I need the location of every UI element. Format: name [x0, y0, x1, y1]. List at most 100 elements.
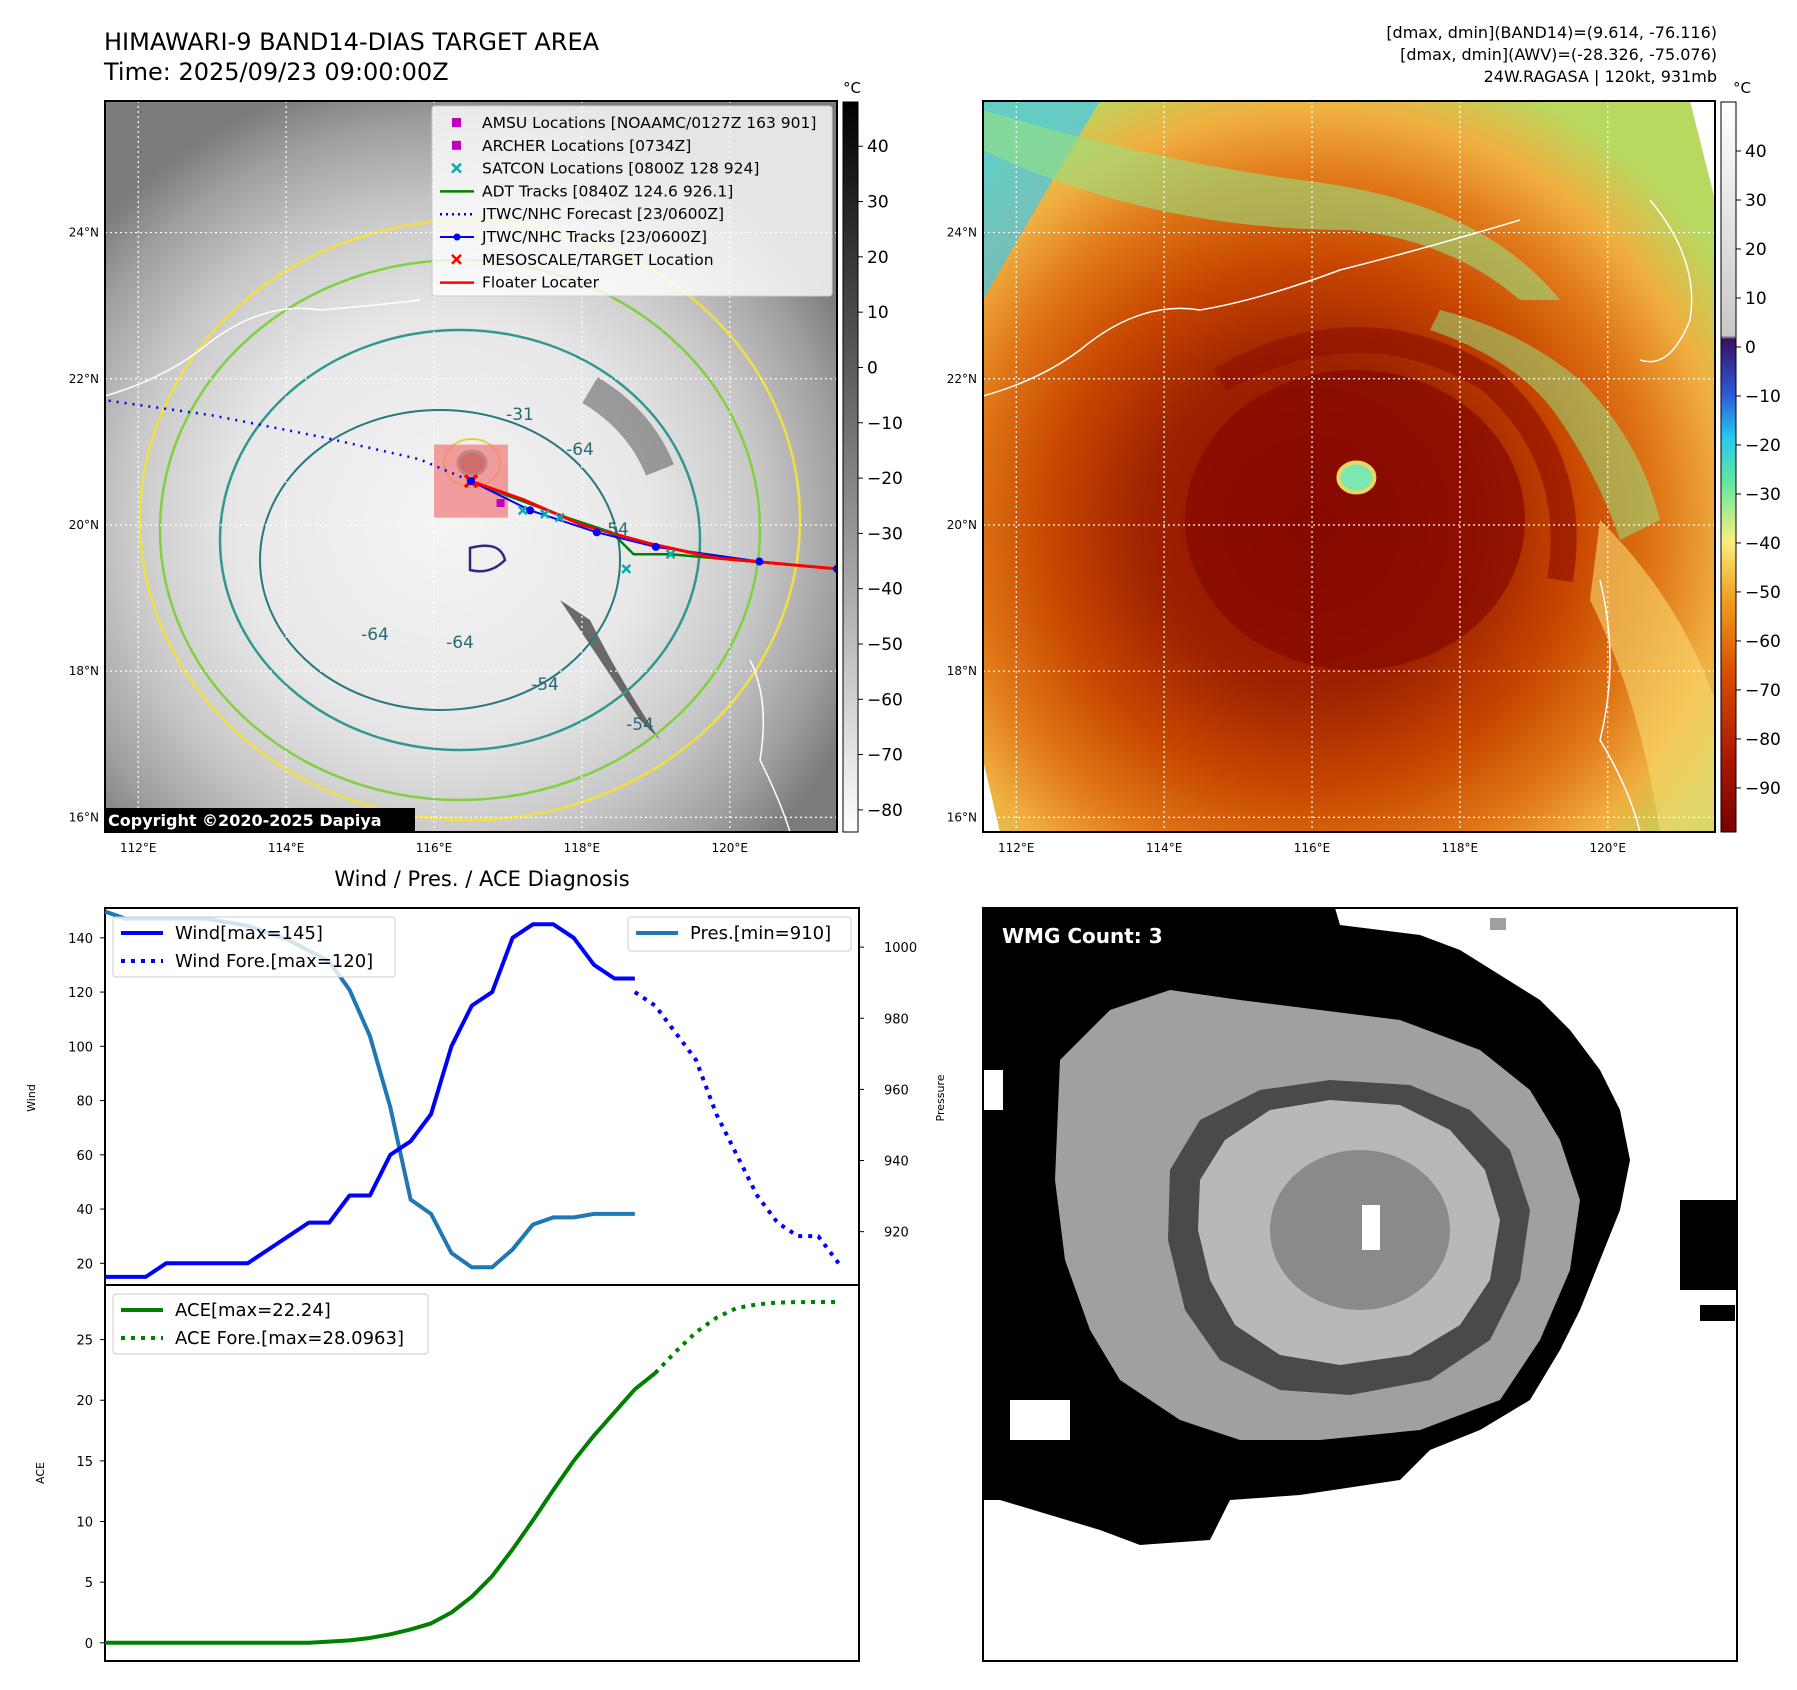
legend-marker-x — [451, 162, 462, 174]
right-lon-ticks: 112°E 114°E 116°E 118°E 120°E — [998, 841, 1626, 855]
right-gridlines — [983, 101, 1715, 832]
wmg-panel: WMG Count: 3 — [982, 907, 1738, 1662]
ace-y-ticks: 25 20 15 10 5 0 — [76, 1334, 105, 1652]
colorbar-tick-label: −40 — [1745, 534, 1781, 554]
lon-tick-label: 118°E — [1442, 841, 1479, 855]
legend-box — [431, 105, 833, 297]
colorbar-tick-label: −10 — [1745, 387, 1781, 407]
info-awv: [dmax, dmin](AWV)=(-28.326, -75.076) — [1400, 45, 1717, 64]
wmg-gray-speck — [1490, 918, 1506, 930]
blank-edge-left — [983, 760, 1000, 832]
colorbar-tick-label: −20 — [1745, 436, 1781, 456]
y-tick-label: 1000 — [884, 941, 917, 956]
right-map-frame — [982, 100, 1716, 833]
series-line — [105, 1371, 657, 1645]
lat-tick-label: 16°N — [947, 810, 977, 824]
contour-label: -64 — [446, 633, 474, 653]
colorbar-tick-label: −80 — [1745, 730, 1781, 750]
wind-y-ticks: 140 120 100 80 60 40 20 — [68, 932, 105, 1272]
archer-location — [496, 499, 505, 508]
y-tick-label: 960 — [884, 1083, 909, 1098]
colorbar-tick-label: −30 — [867, 524, 903, 544]
ace-panel: 25 20 15 10 5 0 ACE ACE[max=22.24] ACE Fore.[… — [34, 1284, 860, 1662]
lon-tick-label: 114°E — [1146, 841, 1183, 855]
contour-navy — [468, 544, 507, 573]
left-colorbar-unit: °C — [843, 79, 861, 97]
pressure-legend-box — [627, 916, 852, 952]
colorbar-tick-label: 0 — [867, 358, 878, 378]
lat-tick-label: 24°N — [947, 226, 977, 240]
legend-marker-square — [452, 140, 461, 150]
lon-tick-label: 120°E — [1590, 841, 1627, 855]
satcon-point — [665, 549, 676, 560]
legend-marker-square — [452, 118, 461, 127]
wind-pressure-panel: 140 120 100 80 60 40 20 1000 980 960 940 920 Wind … — [25, 907, 947, 1286]
colorbar-tick-label: −30 — [1745, 485, 1781, 505]
legend-label: SATCON Locations [0800Z 128 924] — [482, 160, 759, 178]
dry-slot-band — [560, 600, 660, 740]
pressure-legend: Pres.[min=910] — [627, 916, 852, 952]
lon-tick-label: 112°E — [120, 841, 157, 855]
colorbar-tick-label: 30 — [867, 193, 889, 213]
wmg-right-blob — [1680, 1200, 1737, 1290]
jtwc-track-point — [651, 542, 660, 551]
contour-label: -54 — [531, 675, 559, 695]
left-colorbar — [842, 101, 859, 833]
taiwan-coast — [1639, 199, 1693, 363]
legend-marker-x — [451, 253, 462, 265]
figure-title: HIMAWARI-9 BAND14-DIAS TARGET AREA — [104, 28, 600, 56]
colorbar-tick-label: 0 — [1745, 338, 1756, 358]
outer-warm-east — [1590, 520, 1715, 832]
y-tick-label: 140 — [68, 932, 93, 947]
ace-fore-legend-label: ACE Fore.[max=28.0963] — [175, 1328, 404, 1349]
contour-label: -54 — [626, 715, 654, 735]
outer-band — [582, 377, 674, 476]
satcon-point — [540, 509, 550, 519]
contour-label: -64 — [566, 440, 594, 460]
colorbar-tick-label: −80 — [867, 801, 903, 821]
colorbar-tick-label: −90 — [1745, 779, 1781, 799]
colorbar-tick-label: −60 — [1745, 632, 1781, 652]
contour-teal — [218, 328, 702, 752]
y-tick-label: 15 — [76, 1455, 93, 1470]
legend-marker-dot — [453, 233, 461, 241]
y-tick-label: 940 — [884, 1155, 909, 1170]
lon-tick-label: 118°E — [564, 841, 601, 855]
ace-legend-box — [112, 1293, 429, 1355]
lat-tick-label: 22°N — [947, 372, 977, 386]
colorbar-tick-label: 10 — [1745, 289, 1767, 309]
ace-legend: ACE[max=22.24] ACE Fore.[max=28.0963] — [112, 1293, 429, 1355]
jtwc-track-point — [755, 557, 764, 566]
right-colorbar — [1720, 101, 1737, 833]
y-tick-label: 120 — [68, 986, 93, 1001]
right-colorbar-ticks: 40 30 20 10 0 −10 −20 −30 −40 −50 −60 −70 −80 −90 — [1736, 142, 1781, 799]
right-colorbar-unit: °C — [1733, 79, 1751, 97]
colorbar-tick-label: −20 — [867, 469, 903, 489]
lon-tick-label: 112°E — [998, 841, 1035, 855]
lon-tick-label: 116°E — [416, 841, 453, 855]
satcon-point — [621, 563, 632, 574]
coastline-right — [983, 219, 1521, 397]
y-tick-label: 20 — [76, 1394, 93, 1409]
coastline-east — [749, 659, 791, 832]
blank-edge-right — [1690, 101, 1715, 200]
contour-label: -54 — [601, 520, 629, 540]
y-tick-label: 80 — [76, 1095, 93, 1110]
copyright-background — [105, 808, 415, 832]
lon-tick-label: 120°E — [712, 841, 749, 855]
ace-series — [105, 1300, 839, 1645]
lat-tick-label: 20°N — [69, 518, 99, 532]
colorbar-tick-label: 10 — [867, 303, 889, 323]
legend-label: MESOSCALE/TARGET Location — [482, 251, 714, 269]
wmg-right-blob-2 — [1700, 1305, 1735, 1321]
y-tick-label: 60 — [76, 1149, 93, 1164]
colorbar-tick-label: −60 — [867, 690, 903, 710]
lat-tick-label: 16°N — [69, 810, 99, 824]
legend-label: Floater Locater — [482, 274, 600, 292]
wind-legend-label: Wind[max=145] — [175, 923, 323, 944]
wind-y-label: Wind — [25, 1084, 38, 1112]
info-storm: 24W.RAGASA | 120kt, 931mb — [1484, 67, 1717, 86]
contour-label: -64 — [361, 625, 389, 645]
legend-label: ARCHER Locations [0734Z] — [482, 137, 691, 155]
